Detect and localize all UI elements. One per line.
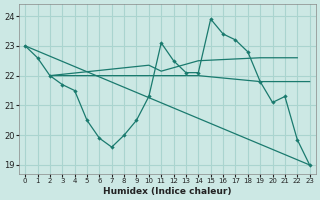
X-axis label: Humidex (Indice chaleur): Humidex (Indice chaleur) <box>103 187 232 196</box>
